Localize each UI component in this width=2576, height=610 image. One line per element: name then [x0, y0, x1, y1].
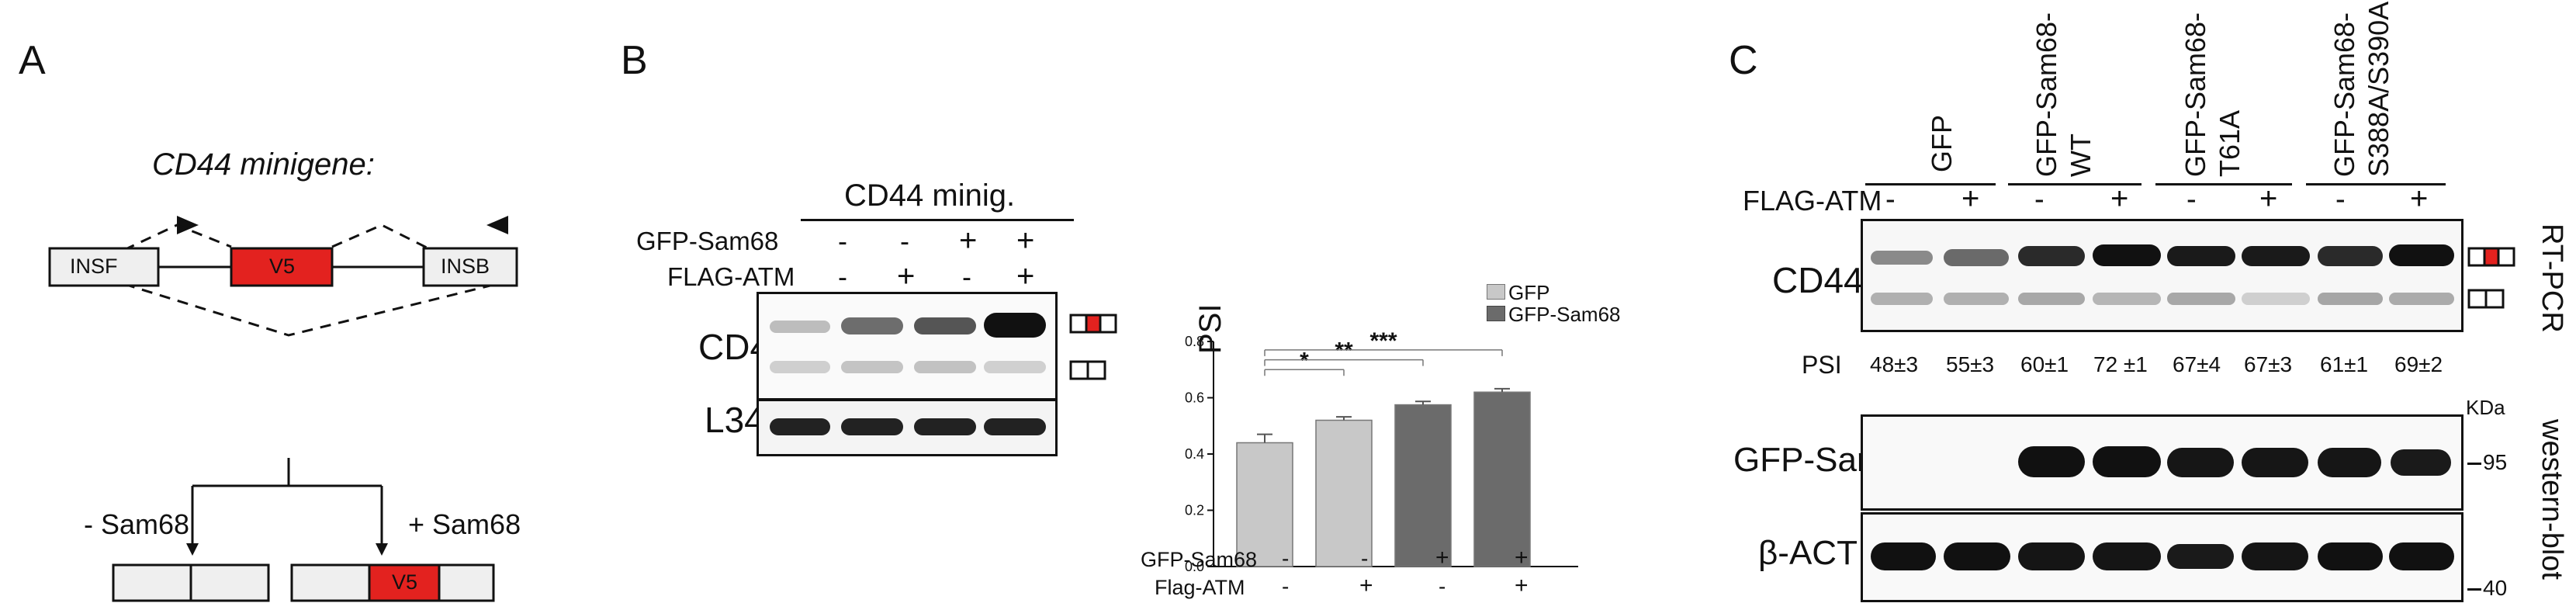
- cd44-gel-image: [757, 292, 1058, 400]
- c-sign: +: [2259, 182, 2278, 216]
- cd44-rtpcr-gel: [1861, 219, 2463, 332]
- actin-western: [1861, 512, 2463, 602]
- psi-value: 67±4: [2173, 352, 2221, 376]
- chart-sign: -: [1439, 574, 1446, 598]
- l34-gel-label: L34: [705, 400, 764, 440]
- y-tick-label: 0.8: [1185, 334, 1204, 349]
- bar: [1236, 442, 1293, 567]
- sig-star: ***: [1369, 328, 1397, 354]
- sig-star: *: [1300, 348, 1309, 373]
- bar: [1394, 404, 1452, 567]
- gel-sign: -: [962, 261, 971, 293]
- chart-ylabel: PSI: [1193, 303, 1227, 354]
- bar: [1315, 419, 1373, 567]
- psi-value: 61±1: [2320, 352, 2369, 376]
- c-sign: -: [1885, 183, 1896, 216]
- minus-sam68-label: - Sam68: [84, 508, 190, 540]
- product-exon-v5: [368, 563, 441, 602]
- psi-value: 60±1: [2020, 352, 2069, 376]
- gfp-sam68-western: [1861, 414, 2463, 511]
- chart-sign: -: [1282, 546, 1290, 570]
- chart-sign: +: [1515, 545, 1529, 570]
- panel-label-b: B: [621, 38, 648, 83]
- c-sign: -: [2034, 183, 2045, 216]
- panel-label-a: A: [19, 38, 46, 83]
- legend-swatch-gfp-sam68: [1487, 306, 1505, 321]
- gel-sign: -: [838, 225, 847, 257]
- reverse-primer-icon: [486, 216, 508, 234]
- chart-row-label-gfp-sam68: GFP-Sam68: [1141, 548, 1258, 571]
- plus-sam68-label: + Sam68: [408, 508, 521, 540]
- chart-sign: +: [1435, 545, 1449, 570]
- exon-insf: [48, 247, 160, 287]
- legend-swatch-gfp: [1487, 284, 1505, 300]
- psi-label-c: PSI: [1802, 351, 1842, 379]
- psi-value: 67±3: [2244, 352, 2293, 376]
- col-header-wt: GFP-Sam68- WT: [2031, 12, 2096, 177]
- flag-atm-label-c: FLAG-ATM: [1743, 185, 1882, 217]
- exon-insb: [422, 247, 518, 287]
- chart-sign: +: [1515, 573, 1529, 598]
- minigene-diagram: [48, 216, 518, 602]
- panel-label-c: C: [1729, 38, 1758, 83]
- psi-bar-chart: 0.00.20.40.60.8* ** ***: [1185, 328, 1578, 574]
- gel-sign: -: [838, 261, 847, 293]
- chart-sign: -: [1282, 574, 1290, 598]
- cd44-label-c: CD44: [1772, 260, 1864, 300]
- col-header-t61a: GFP-Sam68- T61A: [2180, 12, 2245, 177]
- c-sign: +: [2110, 182, 2129, 216]
- psi-value: 55±3: [1946, 352, 1995, 376]
- gel-sign: -: [900, 225, 909, 257]
- bar: [1473, 391, 1531, 567]
- flag-atm-row-label: FLAG-ATM: [667, 262, 795, 291]
- gel-sign: +: [897, 259, 916, 293]
- minigene-title: CD44 minigene:: [152, 147, 375, 182]
- gel-sign: +: [1016, 224, 1035, 258]
- gel-header: CD44 minig.: [844, 178, 1016, 213]
- isoform-icons-c: [2467, 247, 2515, 309]
- rtpcr-side-label: RT-PCR: [2536, 224, 2568, 333]
- chart-sign: +: [1359, 573, 1373, 598]
- col-header-s388a: GFP-Sam68- S388A/S390A: [2328, 1, 2394, 177]
- psi-value: 69±2: [2394, 352, 2443, 376]
- chart-row-label-flag-atm: Flag-ATM: [1155, 576, 1245, 599]
- exon-v5: [230, 247, 334, 287]
- col-header-gfp: GFP: [1926, 114, 1958, 172]
- chart-sign: -: [1361, 546, 1369, 570]
- kda-label: KDa: [2466, 396, 2505, 419]
- legend-label-gfp-sam68: GFP-Sam68: [1508, 303, 1621, 326]
- marker-95: 95: [2483, 450, 2508, 474]
- c-sign: +: [1961, 182, 1980, 216]
- y-tick-label: 0.0: [1185, 559, 1204, 574]
- c-sign: -: [2335, 183, 2346, 216]
- l34-gel-image: [757, 399, 1058, 456]
- y-tick-label: 0.4: [1185, 446, 1204, 462]
- marker-40: 40: [2483, 576, 2508, 600]
- product-v5-label: V5: [392, 570, 418, 594]
- sig-star: **: [1335, 338, 1353, 364]
- isoform-icons-b: [1069, 314, 1117, 380]
- legend-label-gfp: GFP: [1508, 281, 1550, 304]
- gel-sign: +: [1016, 259, 1035, 293]
- y-tick-label: 0.6: [1185, 390, 1204, 406]
- psi-value: 72 ±1: [2093, 352, 2148, 376]
- psi-value: 48±3: [1870, 352, 1919, 376]
- forward-primer-icon: [177, 216, 199, 234]
- gel-sign: +: [959, 224, 978, 258]
- c-sign: -: [2186, 183, 2197, 216]
- exon-v5-label: V5: [269, 255, 296, 278]
- exon-insf-label: INSF: [70, 255, 118, 278]
- western-side-label: western-blot: [2536, 419, 2568, 580]
- y-tick-label: 0.2: [1185, 503, 1204, 518]
- exon-insb-label: INSB: [441, 255, 490, 278]
- c-sign: +: [2410, 182, 2429, 216]
- gfp-sam68-row-label: GFP-Sam68: [636, 227, 779, 255]
